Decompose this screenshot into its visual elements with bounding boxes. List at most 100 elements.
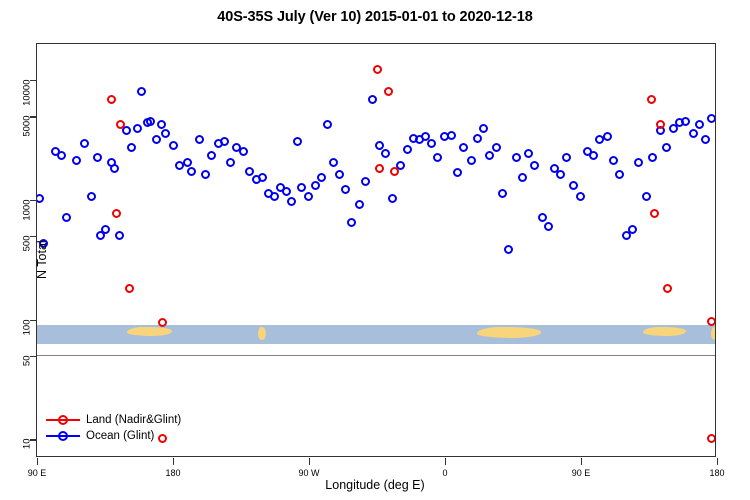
data-point-ocean xyxy=(96,231,106,241)
data-point-ocean xyxy=(661,142,671,152)
data-point-ocean xyxy=(226,158,236,168)
x-axis-tick xyxy=(581,458,583,465)
data-point-ocean xyxy=(39,239,49,249)
chart-title: 40S-35S July (Ver 10) 2015-01-01 to 2020… xyxy=(217,9,533,25)
land-mass-blob xyxy=(258,327,266,341)
data-point-ocean xyxy=(101,224,110,234)
plot-area xyxy=(36,43,716,457)
x-axis-tick xyxy=(445,458,447,465)
data-point-ocean xyxy=(152,135,162,145)
y-axis-tick xyxy=(30,439,37,441)
legend-marker-land-icon xyxy=(46,414,80,426)
data-point-land xyxy=(374,163,384,173)
data-point-ocean xyxy=(561,153,571,163)
legend-entry[interactable]: Land (Nadir&Glint) xyxy=(46,412,181,428)
y-axis-tick xyxy=(30,80,37,82)
data-point-ocean xyxy=(297,182,307,192)
data-point-ocean xyxy=(238,146,248,156)
data-point-land xyxy=(111,208,121,218)
data-point-ocean xyxy=(589,151,599,161)
data-point-ocean xyxy=(303,191,313,201)
data-point-ocean xyxy=(93,153,103,163)
data-point-land xyxy=(706,316,716,326)
data-point-land xyxy=(125,283,135,293)
data-point-ocean xyxy=(421,132,431,142)
data-point-ocean xyxy=(122,126,132,136)
data-point-land xyxy=(116,119,126,129)
data-point-ocean xyxy=(282,187,292,197)
data-point-ocean xyxy=(700,135,710,145)
y-axis-title: N Total xyxy=(35,240,49,279)
data-point-ocean xyxy=(614,169,624,179)
data-point-ocean xyxy=(114,231,124,241)
data-point-ocean xyxy=(194,135,204,145)
data-point-ocean xyxy=(543,221,553,231)
data-point-ocean xyxy=(329,158,339,168)
data-point-ocean xyxy=(459,142,469,152)
x-axis-title: Longitude (deg E) xyxy=(325,478,425,492)
data-point-ocean xyxy=(187,166,197,176)
data-point-ocean xyxy=(311,180,321,190)
legend-entry[interactable]: Ocean (Glint) xyxy=(46,428,181,444)
y-axis-tick xyxy=(30,355,37,358)
x-axis-tick xyxy=(173,458,175,465)
data-point-ocean xyxy=(110,163,120,173)
data-point-ocean xyxy=(492,142,502,152)
data-point-ocean xyxy=(453,168,463,178)
x-axis-tick xyxy=(717,458,719,465)
data-point-ocean xyxy=(524,148,534,158)
data-point-ocean xyxy=(498,189,508,199)
shaded-latitude-band xyxy=(36,325,716,344)
data-point-land xyxy=(663,283,673,293)
data-point-ocean xyxy=(200,169,210,179)
data-point-ocean xyxy=(156,119,166,129)
data-point-ocean xyxy=(537,212,547,222)
data-point-land xyxy=(383,87,393,97)
data-point-ocean xyxy=(360,176,370,186)
data-point-ocean xyxy=(395,160,405,170)
data-point-ocean xyxy=(380,148,390,158)
x-axis-tick-label: 90 W xyxy=(298,468,320,478)
data-point-ocean xyxy=(137,87,147,97)
y-axis-tick-label: 50 xyxy=(21,355,33,366)
land-mass-blob xyxy=(487,327,519,333)
data-point-land xyxy=(706,433,716,443)
data-point-land xyxy=(158,433,168,443)
data-point-ocean xyxy=(354,199,364,209)
data-point-ocean xyxy=(681,117,691,127)
data-point-ocean xyxy=(622,231,632,241)
data-point-ocean xyxy=(478,123,488,133)
data-point-ocean xyxy=(608,155,618,165)
data-point-ocean xyxy=(602,132,612,142)
data-point-ocean xyxy=(706,113,716,123)
data-point-ocean xyxy=(292,137,302,147)
data-point-ocean xyxy=(132,123,142,133)
data-point-ocean xyxy=(146,117,156,127)
data-point-ocean xyxy=(569,180,579,190)
data-point-ocean xyxy=(206,151,216,161)
land-mass-blob xyxy=(711,327,716,341)
data-point-ocean xyxy=(472,133,482,143)
data-point-ocean xyxy=(512,153,522,163)
reference-line-50 xyxy=(36,354,716,357)
data-point-ocean xyxy=(347,217,357,227)
data-point-land xyxy=(649,208,659,218)
data-point-land xyxy=(389,166,399,176)
land-mass-blob xyxy=(126,327,172,337)
data-point-ocean xyxy=(634,158,644,168)
data-point-ocean xyxy=(595,135,605,145)
y-axis-tick-label: 5000 xyxy=(21,115,33,137)
x-axis-tick xyxy=(37,458,39,465)
land-mass-blob xyxy=(477,327,541,339)
data-point-ocean xyxy=(504,244,514,254)
data-point-ocean xyxy=(175,160,185,170)
y-axis-tick-label: 10000 xyxy=(21,79,33,106)
y-axis-tick xyxy=(30,319,37,322)
data-point-ocean xyxy=(669,123,679,133)
data-point-ocean xyxy=(182,158,192,168)
data-point-land xyxy=(655,119,665,129)
data-point-ocean xyxy=(575,191,585,201)
data-point-ocean xyxy=(403,144,413,154)
